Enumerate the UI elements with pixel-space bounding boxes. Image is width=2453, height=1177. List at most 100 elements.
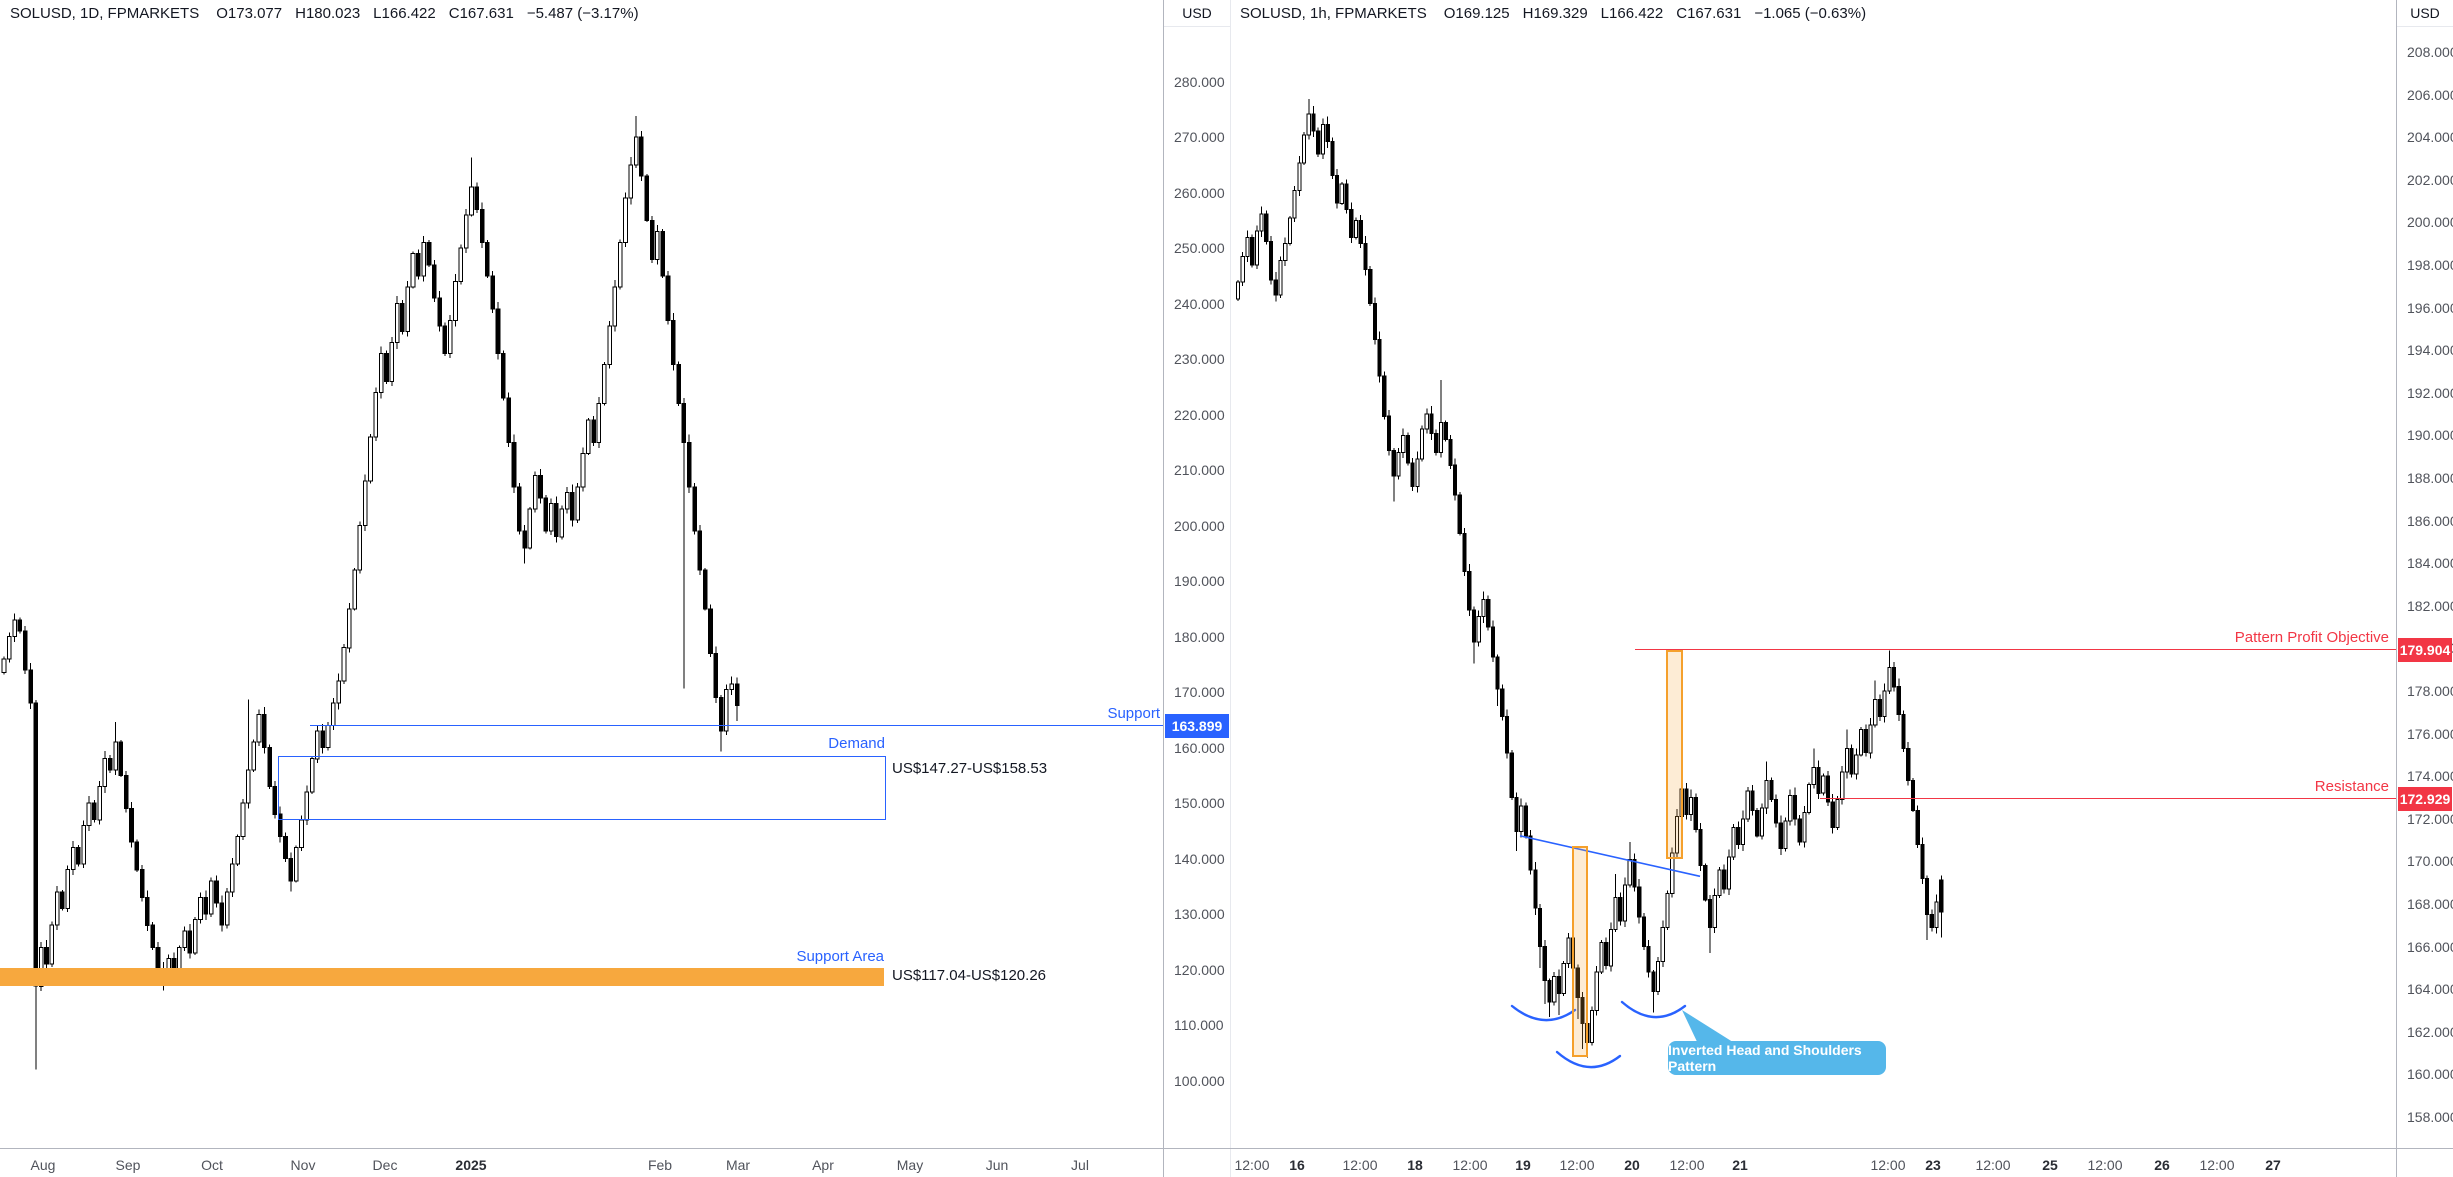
head-depth-measure-bar[interactable] <box>1572 846 1588 1057</box>
left-ohlc-high: H180.023 <box>295 5 361 22</box>
support-price-tag: 163.899 <box>1165 714 1229 738</box>
time-tick-label: 20 <box>1624 1157 1640 1173</box>
price-tick-label: 164.000 <box>2407 981 2453 998</box>
time-tick-label: Mar <box>725 1157 751 1173</box>
price-tick-label: 110.000 <box>1174 1017 1224 1034</box>
left-price-axis[interactable]: USD 163.899 280.000 270.000 260.000 250.000… <box>1164 0 1230 1148</box>
resistance-line[interactable] <box>1820 798 2396 799</box>
price-tick-label: 202.000 <box>2407 171 2453 188</box>
time-tick-label: 23 <box>1925 1157 1941 1173</box>
pane-divider <box>1230 0 1231 1177</box>
candles <box>1235 98 1944 1058</box>
price-tick-label: 192.000 <box>2407 384 2453 401</box>
price-tick-label: 100.000 <box>1174 1072 1225 1089</box>
pattern-callout-bubble[interactable]: Inverted Head and Shoulders Pattern <box>1668 1041 1886 1075</box>
time-tick-label: Jul <box>1071 1157 1089 1173</box>
head-arc[interactable] <box>1555 1050 1622 1069</box>
price-tick-label: 208.000 <box>2407 44 2453 60</box>
right-symbol-title[interactable]: SOLUSD, 1h, FPMARKETS <box>1240 5 1427 22</box>
time-tick-label: Apr <box>812 1157 834 1173</box>
price-tick-label: 196.000 <box>2407 299 2453 316</box>
pattern-callout-text: Inverted Head and Shoulders Pattern <box>1668 1042 1862 1074</box>
profit-objective-measure-bar[interactable] <box>1666 650 1683 859</box>
price-tick-label: 182.000 <box>2407 597 2453 614</box>
price-tick-label: 198.000 <box>2407 257 2453 273</box>
right-ohlc-low: L166.422 <box>1600 5 1664 22</box>
left-symbol-title[interactable]: SOLUSD, 1D, FPMARKETS <box>10 5 200 22</box>
time-tick-label: 12:00 <box>1234 1157 1270 1173</box>
price-tick-label: 270.000 <box>1174 129 1225 146</box>
left-chart-header: SOLUSD, 1D, FPMARKETS O173.077 H180.023 L16… <box>10 5 652 22</box>
support-area-band[interactable] <box>0 968 884 986</box>
time-tick-label: Jun <box>985 1157 1009 1173</box>
right-change-value: −1.065 (−0.63%) <box>1754 5 1867 22</box>
time-tick-label: 16 <box>1289 1157 1305 1173</box>
time-tick-label: 12:00 <box>2087 1157 2123 1173</box>
time-tick-label: Aug <box>30 1157 56 1173</box>
price-tick-label: 250.000 <box>1174 240 1225 257</box>
time-tick-label: Feb <box>647 1157 673 1173</box>
time-tick-label: 12:00 <box>1342 1157 1378 1173</box>
price-tick-label: 170.000 <box>1174 684 1225 701</box>
support-line-label: Support <box>1107 705 1160 722</box>
time-tick-label: 12:00 <box>1870 1157 1906 1173</box>
time-tick-label: 25 <box>2042 1157 2058 1173</box>
time-tick-label: 26 <box>2154 1157 2170 1173</box>
price-tick-label: 210.000 <box>1174 462 1225 479</box>
right-shoulder-arc[interactable] <box>1620 1000 1687 1019</box>
price-tick-label: 240.000 <box>1174 295 1225 312</box>
time-tick-label: Oct <box>201 1157 223 1173</box>
price-tick-label: 174.000 <box>2407 768 2453 785</box>
price-tick-label: 206.000 <box>2407 86 2453 103</box>
time-tick-label: 18 <box>1407 1157 1423 1173</box>
price-tick-label: 194.000 <box>2407 342 2453 359</box>
pattern-profit-objective-label: Pattern Profit Objective <box>2234 629 2389 646</box>
right-ohlc-close: C167.631 <box>1676 5 1742 22</box>
time-tick-label: 27 <box>2265 1157 2281 1173</box>
time-tick-label: Dec <box>372 1157 398 1173</box>
right-axis-currency[interactable]: USD <box>2397 0 2453 27</box>
time-axis-border <box>0 1148 2453 1149</box>
left-change-value: −5.487 (−3.17%) <box>526 5 639 22</box>
demand-range-text: US$147.27-US$158.53 <box>892 760 1048 777</box>
time-tick-label: 2025 <box>455 1157 487 1173</box>
candles <box>1 116 740 1070</box>
time-tick-label: 12:00 <box>1452 1157 1488 1173</box>
price-tick-label: 204.000 <box>2407 129 2453 146</box>
callout-tail <box>1682 1010 1736 1048</box>
price-tick-label: 230.000 <box>1174 351 1225 368</box>
price-tick-label: 178.000 <box>2407 683 2453 699</box>
right-candlestick-plot <box>1235 98 1944 1069</box>
right-axis-border <box>2396 0 2397 1177</box>
neckline[interactable] <box>1519 835 1701 878</box>
left-axis-currency[interactable]: USD <box>1164 0 1230 27</box>
right-price-axis[interactable]: USD 179.904 172.929 208.000 206.000 204.00… <box>2397 0 2453 1148</box>
price-tick-label: 160.000 <box>2407 1066 2453 1083</box>
time-tick-label: Sep <box>115 1157 141 1173</box>
left-ohlc-low: L166.422 <box>373 5 436 22</box>
time-tick-label: 12:00 <box>1669 1157 1705 1173</box>
price-tick-label: 186.000 <box>2407 512 2453 529</box>
price-tick-label: 184.000 <box>2407 555 2453 572</box>
support-line[interactable] <box>310 725 1163 726</box>
price-tick-label: 190.000 <box>2407 427 2453 444</box>
time-tick-label: 21 <box>1732 1157 1748 1173</box>
left-axis-border <box>1163 0 1164 1177</box>
left-shoulder-arc[interactable] <box>1510 1004 1577 1022</box>
price-tick-label: 200.000 <box>1174 517 1225 534</box>
demand-zone-box[interactable] <box>278 756 886 820</box>
price-tick-label: 188.000 <box>2407 470 2453 486</box>
time-tick-label: 12:00 <box>1559 1157 1595 1173</box>
time-tick-label: 12:00 <box>2199 1157 2235 1173</box>
price-tick-label: 158.000 <box>2407 1109 2453 1125</box>
price-tick-label: 260.000 <box>1174 184 1225 201</box>
resistance-price-tag: 172.929 <box>2398 787 2452 811</box>
support-area-range-text: US$117.04-US$120.26 <box>892 967 1046 984</box>
pattern-profit-objective-line[interactable] <box>1635 649 2396 650</box>
price-tick-label: 130.000 <box>1174 906 1225 923</box>
price-tick-label: 172.000 <box>2407 810 2453 827</box>
objective-price-tag: 179.904 <box>2398 638 2452 662</box>
left-candlestick-plot <box>1 116 740 1070</box>
time-tick-label: Nov <box>290 1157 316 1173</box>
